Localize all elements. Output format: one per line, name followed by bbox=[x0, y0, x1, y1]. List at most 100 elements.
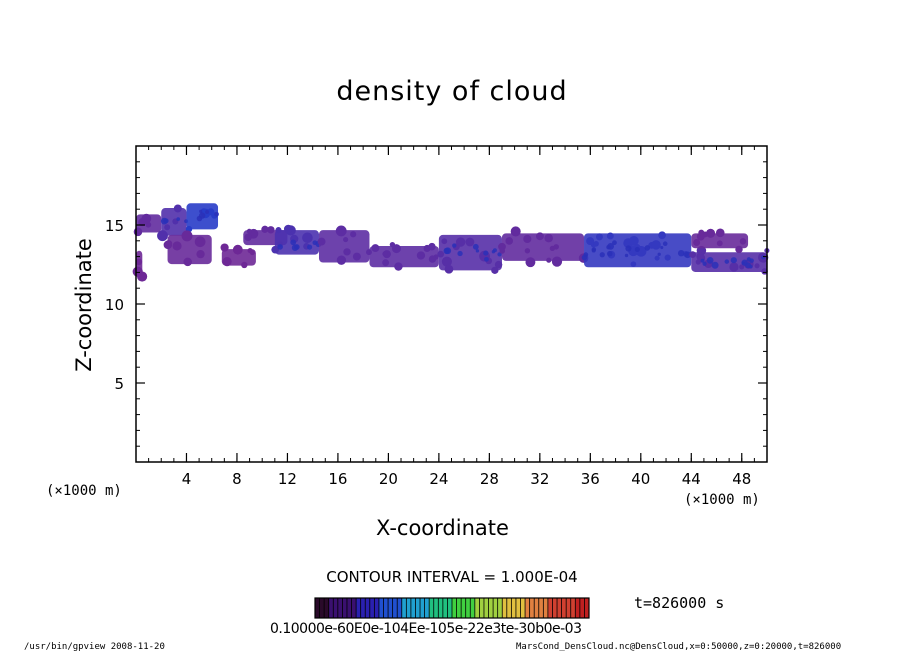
contour-interval: CONTOUR INTERVAL = 1.000E-04 bbox=[326, 568, 578, 586]
x-tick-label: 44 bbox=[682, 470, 701, 488]
colorbar-cell bbox=[584, 598, 590, 618]
y-tick-label: 5 bbox=[114, 375, 124, 393]
colorbar-cell bbox=[557, 598, 563, 618]
x-tick-label: 12 bbox=[278, 470, 297, 488]
colorbar-cell bbox=[511, 598, 517, 618]
colorbar-cell bbox=[374, 598, 380, 618]
colorbar-cell bbox=[383, 598, 389, 618]
colorbar-cell bbox=[534, 598, 540, 618]
colorbar-cell bbox=[529, 598, 535, 618]
cloud-region bbox=[691, 228, 749, 254]
x-tick-label: 36 bbox=[581, 470, 600, 488]
colorbar-cell bbox=[378, 598, 384, 618]
x-unit-label-right: (×1000 m) bbox=[684, 492, 760, 508]
colorbar-cell bbox=[497, 598, 503, 618]
x-tick-label: 48 bbox=[732, 470, 751, 488]
colorbar-cell bbox=[543, 598, 549, 618]
x-tick-label: 4 bbox=[182, 470, 192, 488]
colorbar-cell bbox=[547, 598, 553, 618]
colorbar-cell bbox=[488, 598, 494, 618]
colorbar-cell bbox=[388, 598, 394, 618]
colorbar bbox=[314, 597, 590, 619]
colorbar-cell bbox=[561, 598, 567, 618]
colorbar-cell bbox=[515, 598, 521, 618]
colorbar-cell bbox=[410, 598, 416, 618]
colorbar-cell bbox=[438, 598, 444, 618]
colorbar-cell bbox=[566, 598, 572, 618]
plot-frame bbox=[135, 145, 768, 463]
cloud-region bbox=[689, 245, 770, 275]
colorbar-cell bbox=[324, 598, 330, 618]
y-tick-label: 15 bbox=[105, 217, 124, 235]
footer-program-date: /usr/bin/gpview 2008-11-20 bbox=[24, 642, 165, 652]
colorbar-cell bbox=[337, 598, 343, 618]
colorbar-tick-labels: 0.10000e-60E0e-104Ee-105e-22e3te-30b0e-0… bbox=[270, 621, 582, 637]
colorbar-cell bbox=[579, 598, 585, 618]
colorbar-cell bbox=[575, 598, 581, 618]
x-tick-label: 40 bbox=[631, 470, 650, 488]
colorbar-cell bbox=[360, 598, 366, 618]
colorbar-cell bbox=[452, 598, 458, 618]
time-label: t=826000 s bbox=[634, 594, 725, 612]
cloud-region bbox=[157, 204, 189, 242]
colorbar-cell bbox=[538, 598, 544, 618]
colorbar-cell bbox=[333, 598, 339, 618]
colorbar-cell bbox=[520, 598, 526, 618]
colorbar-cell bbox=[442, 598, 448, 618]
colorbar-cell bbox=[470, 598, 476, 618]
colorbar-cell bbox=[506, 598, 512, 618]
colorbar-cell bbox=[552, 598, 558, 618]
colorbar-cell bbox=[465, 598, 471, 618]
colorbar-cell bbox=[406, 598, 412, 618]
colorbar-cell bbox=[369, 598, 375, 618]
cloud-region bbox=[581, 231, 692, 268]
colorbar-cell bbox=[570, 598, 576, 618]
colorbar-cell bbox=[502, 598, 508, 618]
colorbar-cell bbox=[356, 598, 362, 618]
x-axis-label: X-coordinate bbox=[376, 516, 509, 540]
colorbar-cell bbox=[433, 598, 439, 618]
colorbar-cell bbox=[456, 598, 462, 618]
cloud-region bbox=[317, 225, 372, 265]
colorbar-cell bbox=[525, 598, 531, 618]
colorbar-cell bbox=[415, 598, 421, 618]
x-tick-label: 32 bbox=[530, 470, 549, 488]
colorbar-cell bbox=[401, 598, 407, 618]
colorbar-cell bbox=[397, 598, 403, 618]
cloud-region bbox=[498, 226, 589, 268]
y-tick-label: 10 bbox=[105, 296, 124, 314]
x-tick-label: 24 bbox=[429, 470, 448, 488]
colorbar-cell bbox=[319, 598, 325, 618]
colorbar-frame bbox=[314, 597, 590, 619]
x-tick-label: 16 bbox=[328, 470, 347, 488]
colorbar-cell bbox=[351, 598, 357, 618]
cloud-region bbox=[437, 234, 503, 274]
x-tick-label: 20 bbox=[379, 470, 398, 488]
footer-source: MarsCond_DensCloud.nc@DensCloud,x=0:5000… bbox=[516, 642, 842, 652]
colorbar-cell bbox=[483, 598, 490, 618]
colorbar-cell bbox=[447, 598, 453, 618]
x-unit-label-left: (×1000 m) bbox=[46, 483, 122, 499]
cloud-region bbox=[271, 224, 322, 255]
colorbar-cell bbox=[420, 598, 426, 618]
cloud-region bbox=[132, 250, 148, 282]
colorbar-cell bbox=[315, 598, 321, 618]
x-tick-label: 28 bbox=[480, 470, 499, 488]
chart-title: density of cloud bbox=[336, 76, 568, 107]
cloud-region bbox=[163, 230, 212, 267]
colorbar-cell bbox=[342, 598, 348, 618]
colorbar-cell bbox=[328, 598, 334, 618]
cloud-region bbox=[220, 243, 256, 269]
colorbar-cell bbox=[424, 598, 430, 618]
colorbar-cell bbox=[392, 598, 398, 618]
colorbar-cell bbox=[479, 598, 485, 618]
cloud-density-field bbox=[132, 203, 770, 282]
cloud-region bbox=[369, 241, 439, 271]
cloud-region bbox=[185, 203, 219, 233]
colorbar-cell bbox=[346, 598, 353, 618]
colorbar-cell bbox=[474, 598, 480, 618]
colorbar-cell bbox=[429, 598, 435, 618]
y-axis-label: Z-coordinate bbox=[72, 238, 96, 372]
colorbar-cell bbox=[365, 598, 371, 618]
